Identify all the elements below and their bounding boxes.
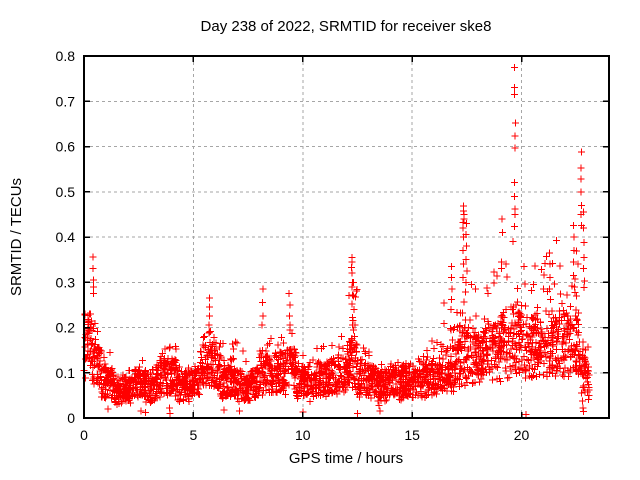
y-tick-label: 0 [67, 410, 75, 426]
scatter-points-path [80, 63, 593, 418]
y-tick-label: 0.1 [56, 365, 76, 381]
x-axis-label: GPS time / hours [289, 450, 403, 467]
y-tick-label: 0.3 [56, 274, 76, 290]
y-tick-label: 0.6 [56, 139, 76, 155]
y-tick-label: 0.8 [56, 48, 76, 64]
x-tick-label: 5 [189, 427, 197, 443]
tick-labels: 0 5 10 15 20 0 0.1 0.2 0.3 0.4 0.5 0.6 0.7 0.8 [56, 48, 530, 443]
chart-title: Day 238 of 2022, SRMTID for receiver ske… [201, 18, 492, 35]
x-tick-label: 0 [80, 427, 88, 443]
data-points [80, 63, 593, 418]
tick-marks-path [83, 55, 609, 419]
x-tick-label: 10 [295, 427, 311, 443]
y-axis-label: SRMTID / TECUs [8, 178, 25, 296]
y-tick-label: 0.4 [56, 229, 76, 245]
x-tick-label: 15 [404, 427, 420, 443]
x-tick-label: 20 [514, 427, 530, 443]
y-tick-label: 0.5 [56, 184, 76, 200]
axis-ticks [83, 55, 609, 419]
y-tick-label: 0.2 [56, 320, 76, 336]
y-tick-label: 0.7 [56, 93, 76, 109]
